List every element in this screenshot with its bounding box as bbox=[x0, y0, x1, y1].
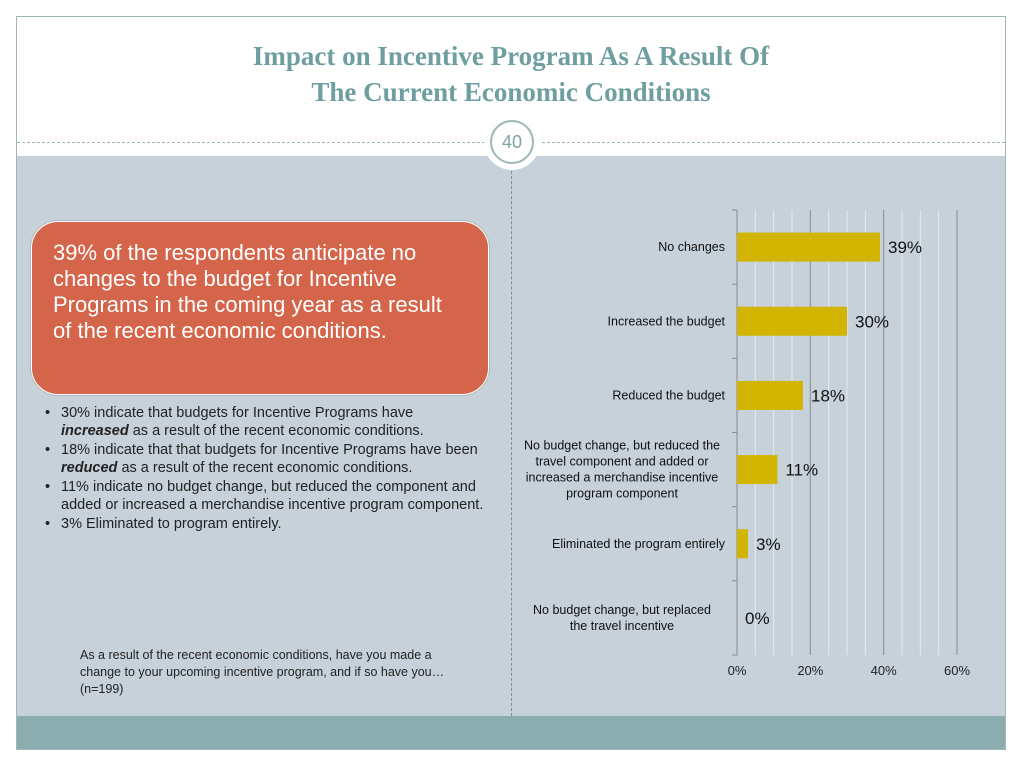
key-finding-callout: 39% of the respondents anticipate no cha… bbox=[32, 222, 488, 394]
bar-value-label: 30% bbox=[855, 312, 889, 331]
finding-item: • 30% indicate that budgets for Incentive… bbox=[44, 404, 484, 440]
category-label: Eliminated the program entirely bbox=[552, 537, 726, 551]
callout-text: 39% of the respondents anticipate no cha… bbox=[53, 240, 442, 343]
finding-text: 30% indicate that budgets for Incentive … bbox=[61, 405, 414, 421]
category-label: Reduced the budget bbox=[612, 388, 725, 402]
finding-item: • 11% indicate no budget change, but redu… bbox=[44, 478, 484, 514]
x-tick-label: 40% bbox=[871, 663, 897, 678]
category-label: No budget change, but replaced the travel… bbox=[533, 603, 711, 633]
survey-question-note: As a result of the recent economic condi… bbox=[80, 648, 445, 696]
finding-item: • 3% Eliminated to program entirely. bbox=[44, 515, 484, 533]
bar-value-label: 18% bbox=[811, 386, 845, 405]
finding-text: 3% Eliminated to program entirely. bbox=[61, 516, 282, 532]
finding-text-end: as a result of the recent economic condi… bbox=[117, 460, 413, 476]
finding-text: 11% indicate no budget change, but reduc… bbox=[61, 479, 484, 513]
column-divider bbox=[511, 156, 512, 716]
bullet-icon: • bbox=[45, 479, 51, 495]
finding-emphasis: reduced bbox=[61, 460, 118, 476]
bar bbox=[737, 529, 748, 559]
bar bbox=[737, 232, 880, 262]
bullet-icon: • bbox=[45, 405, 51, 421]
x-tick-label: 0% bbox=[728, 663, 747, 678]
finding-item: • 18% indicate that that budgets for Ince… bbox=[44, 441, 484, 477]
category-label: Increased the budget bbox=[608, 314, 726, 328]
finding-text: 18% indicate that that budgets for Incen… bbox=[61, 442, 478, 458]
bar-value-label: 0% bbox=[745, 609, 770, 628]
x-tick-label: 60% bbox=[944, 663, 970, 678]
bar-value-label: 39% bbox=[888, 238, 922, 257]
slide-title-line-2: The Current Economic Conditions bbox=[311, 77, 711, 107]
slide-title: Impact on Incentive Program As A Result … bbox=[16, 38, 1006, 110]
findings-list: • 30% indicate that budgets for Incentive… bbox=[44, 404, 484, 534]
bar bbox=[737, 306, 847, 336]
bar bbox=[737, 380, 803, 410]
footer-band bbox=[17, 716, 1005, 749]
finding-text-end: as a result of the recent economic condi… bbox=[128, 423, 424, 439]
bar-value-label: 3% bbox=[756, 535, 781, 554]
category-label: No budget change, but reduced the travel … bbox=[524, 439, 720, 501]
category-label: No changes bbox=[658, 240, 725, 254]
slide-title-line-1: Impact on Incentive Program As A Result … bbox=[252, 41, 770, 71]
finding-emphasis: increased bbox=[61, 423, 129, 439]
bullet-icon: • bbox=[45, 442, 51, 458]
slide-number-badge: 40 bbox=[490, 120, 534, 164]
bar-value-label: 11% bbox=[785, 461, 818, 480]
bar bbox=[737, 455, 778, 485]
x-tick-label: 20% bbox=[797, 663, 823, 678]
bullet-icon: • bbox=[45, 516, 51, 532]
